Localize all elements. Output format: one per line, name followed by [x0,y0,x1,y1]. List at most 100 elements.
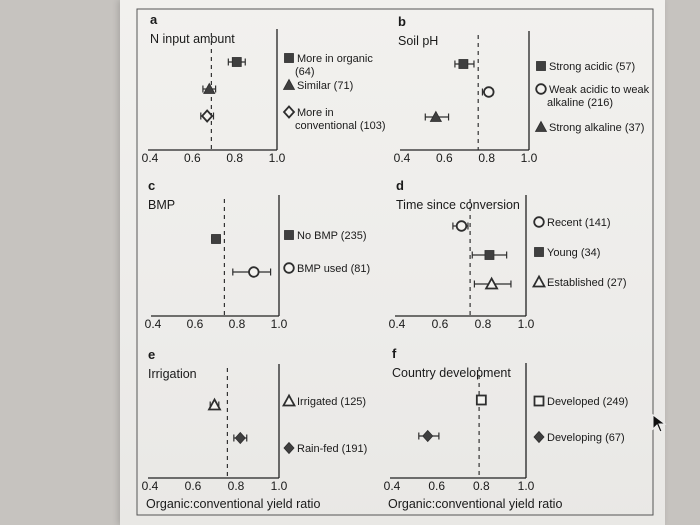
panel-title: Soil pH [398,34,438,48]
point-marker-square-filled [458,59,469,69]
legend-entry-line: Similar (71) [297,80,353,92]
point-marker-diamond-filled [234,431,246,445]
legend-marker-diamond-filled [283,441,295,455]
panel-letter: f [392,346,397,361]
legend-entry-line: alkaline (216) [547,97,613,109]
data-point-diamond-filled [233,431,248,445]
point-marker-diamond-filled [422,429,434,443]
legend-marker-square-filled [284,53,294,63]
legend-marker-diamond-open [282,105,296,119]
legend-entry: No BMP (235) [297,230,367,242]
x-tick-label: 0.4 [145,317,162,331]
point-marker-square-open [475,394,487,406]
mouse-cursor-icon [652,414,667,433]
panel-letter: c [148,178,155,193]
legend-entry-line: Established (27) [547,277,627,289]
panel-title: N input amount [150,32,235,46]
legend-entry: Recent (141) [547,217,611,229]
point-marker-triangle-open [484,276,499,290]
legend-marker-triangle-filled [534,120,548,132]
x-tick-label: 1.0 [271,479,288,493]
data-point-circle-open [481,86,495,98]
legend-entry-line: (64) [295,66,315,78]
x-tick-label: 0.8 [473,479,490,493]
x-tick-label: 0.4 [142,479,159,493]
x-tick-label: 0.6 [436,151,453,165]
data-point-triangle-open [473,276,512,290]
point-marker-circle-open [455,220,468,232]
x-tick-label: 1.0 [518,317,535,331]
x-tick-label: 0.8 [226,151,243,165]
legend-marker-diamond-filled [533,430,545,444]
point-marker-square-filled [231,57,242,67]
legend-entry: More in conventional (103) [295,107,386,132]
legend-entry-line: Young (34) [547,247,600,259]
legend-entry: Strong alkaline (37) [549,122,644,134]
legend-entry-line: Strong acidic (57) [549,61,635,73]
x-tick-label: 0.4 [384,479,401,493]
x-axis-label: Organic:conventional yield ratio [146,497,320,511]
point-marker-diamond-open [200,109,214,123]
panel-letter: b [398,14,406,29]
x-tick-label: 0.8 [228,479,245,493]
legend-entry-line: Developed (249) [547,396,628,408]
legend-entry-line: Irrigated (125) [297,396,366,408]
legend-marker-triangle-open [531,274,547,288]
data-point-square-filled [227,57,246,67]
legend-entry: Established (27) [547,277,627,289]
legend-entry: Strong acidic (57) [549,61,635,73]
legend-entry: Irrigated (125) [297,396,366,408]
data-point-triangle-filled [202,82,217,94]
legend-entry: BMP used (81) [297,263,370,275]
legend-entry-line: Recent (141) [547,217,611,229]
legend-marker-circle-open [533,216,545,228]
panel-title: Irrigation [148,367,197,381]
point-marker-triangle-open [207,397,222,411]
legend-entry-line: Developing (67) [547,432,625,444]
x-tick-label: 0.8 [475,317,492,331]
legend-entry-line: BMP used (81) [297,263,370,275]
legend-marker-square-filled [284,230,294,240]
point-marker-triangle-filled [203,82,216,94]
data-point-triangle-filled [424,110,450,122]
x-axis-label: Organic:conventional yield ratio [388,497,562,511]
data-point-triangle-open [207,397,222,411]
legend-marker-square-filled [536,61,546,71]
x-tick-label: 0.4 [389,317,406,331]
x-tick-label: 0.6 [184,151,201,165]
x-tick-label: 0.4 [394,151,411,165]
x-tick-label: 0.6 [187,317,204,331]
legend-marker-square-filled [534,247,544,257]
legend-entry: Similar (71) [297,80,353,92]
point-marker-square-filled [484,250,495,260]
point-marker-square-filled [211,234,221,244]
x-tick-label: 0.6 [432,317,449,331]
x-tick-label: 0.8 [478,151,495,165]
legend-entry-line: Weak acidic to weak [549,84,650,96]
legend-entry: Rain-fed (191) [297,443,367,455]
x-tick-label: 1.0 [521,151,538,165]
panel-letter: d [396,178,404,193]
legend-entry-line: Rain-fed (191) [297,443,367,455]
legend-marker-triangle-filled [282,78,296,90]
legend-entry: More in organic (64) [295,53,373,78]
legend-entry: Developing (67) [547,432,625,444]
legend-marker-square-open [533,395,545,407]
panel-title: BMP [148,198,175,212]
x-tick-label: 0.8 [229,317,246,331]
legend-entry-line: More in [297,107,334,119]
data-point-square-filled [211,234,221,244]
x-tick-label: 1.0 [269,151,286,165]
data-point-square-filled [454,59,475,69]
x-tick-label: 0.6 [428,479,445,493]
legend-entry: Developed (249) [547,396,628,408]
figure-frame [136,8,654,516]
legend-marker-circle-open [535,83,547,95]
legend-entry-line: conventional (103) [295,120,386,132]
legend-marker-triangle-open [281,393,297,407]
point-marker-circle-open [248,266,260,278]
point-marker-circle-open [483,86,495,98]
x-tick-label: 0.6 [185,479,202,493]
data-point-diamond-filled [418,429,440,443]
